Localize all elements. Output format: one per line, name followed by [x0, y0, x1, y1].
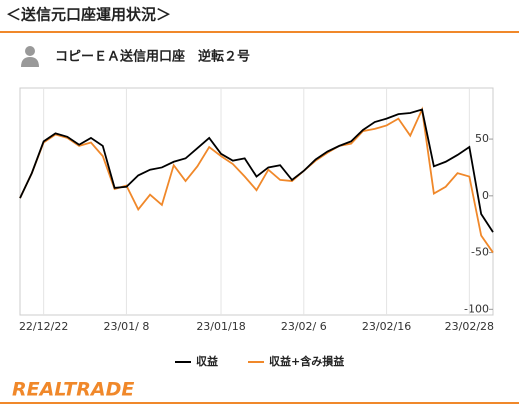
- user-icon: [21, 46, 39, 67]
- y-tick-label: -50: [471, 246, 489, 259]
- header-rule: [0, 31, 519, 33]
- logo: REALTRADE: [12, 379, 134, 401]
- plot-frame: [19, 87, 494, 316]
- x-tick-label: 23/02/28: [445, 320, 494, 333]
- x-tick-label: 23/02/ 6: [281, 320, 327, 333]
- y-tick-label: 50: [475, 132, 489, 145]
- series-line: [19, 108, 494, 233]
- x-tick-label: 22/12/22: [19, 320, 68, 333]
- x-tick-label: 23/02/16: [362, 320, 411, 333]
- x-tick-label: 23/01/ 8: [103, 320, 149, 333]
- y-tick-label: -100: [464, 302, 489, 315]
- header: ＜送信元口座運用状況＞: [6, 6, 171, 24]
- series-line: [19, 106, 494, 254]
- legend-label: 収益+含み損益: [269, 354, 344, 368]
- chart-title: コピーＥＡ送信用口座 逆転２号: [55, 49, 250, 65]
- x-tick-label: 23/01/18: [196, 320, 245, 333]
- y-tick-label: 0: [482, 189, 489, 202]
- footer-rule: [0, 402, 519, 404]
- legend-label: 収益: [196, 354, 218, 368]
